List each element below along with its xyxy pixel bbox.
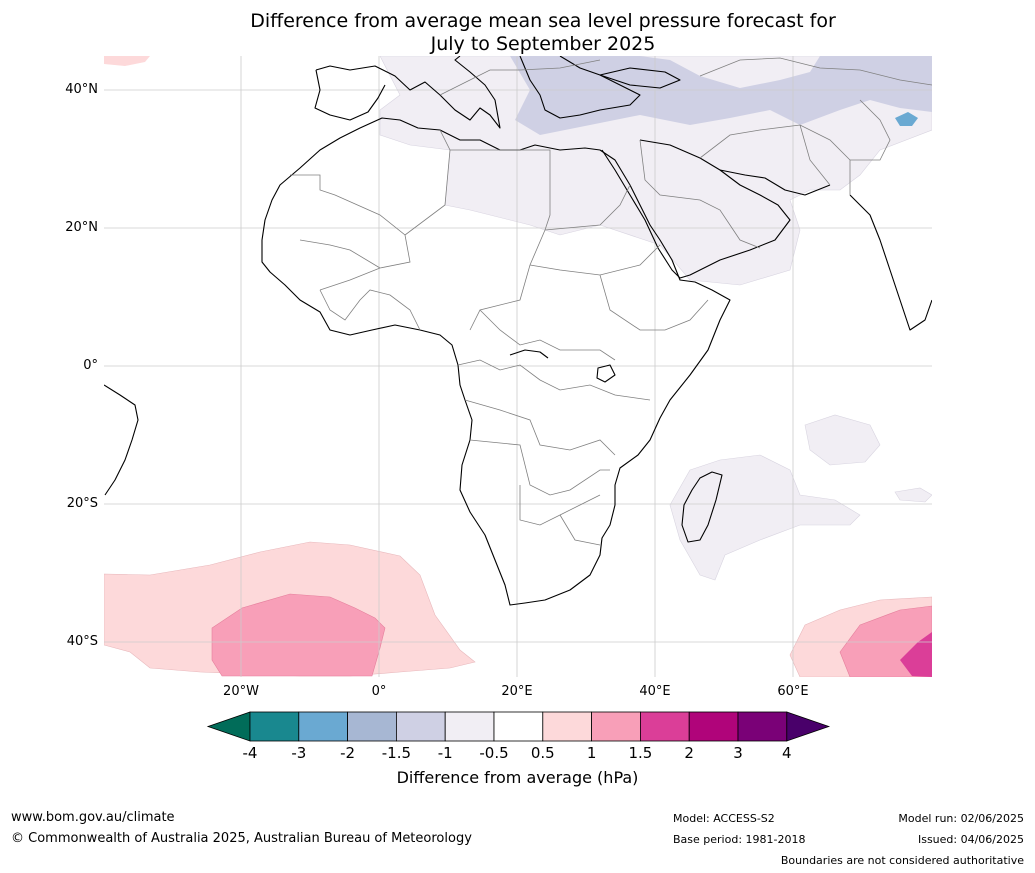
colorbar-segment: [347, 711, 397, 742]
gridlines: [104, 56, 932, 677]
lon-label-40e: 40°E: [639, 684, 671, 699]
anomaly-region-indian-ocean-pale-east: [804, 414, 881, 466]
footer-model-run: Model run: 02/06/2025: [898, 812, 1024, 825]
footer-copyright: © Commonwealth of Australia 2025, Austra…: [11, 831, 472, 846]
lat-label-equator: 0°: [83, 358, 98, 373]
colorbar-tick-label: 4: [782, 744, 792, 762]
anomaly-region-indian-ocean-pale-far: [894, 487, 932, 503]
lon-label-20e: 20°E: [501, 684, 533, 699]
footer-issued: Issued: 04/06/2025: [917, 833, 1024, 846]
colorbar-under-arrow: [206, 711, 251, 742]
anomaly-shading: [104, 56, 932, 677]
lat-label-20s: 20°S: [66, 496, 98, 511]
colorbar-over-arrow: [786, 711, 831, 742]
anomaly-region-north-lavender: [510, 56, 932, 135]
colorbar-segment: [395, 711, 446, 742]
colorbar-tick-label: 1.5: [628, 744, 653, 762]
colorbar-tick-label: 0.5: [530, 744, 555, 762]
gulf-of-guinea-islands: [509, 349, 549, 359]
colorbar-tick-label: 3: [733, 744, 743, 762]
colorbar-tick-label: -3: [291, 744, 307, 762]
red-sea-coastline: [601, 139, 791, 279]
footer-disclaimer: Boundaries are not considered authoritat…: [780, 854, 1024, 867]
colorbar-tick-label: -4: [242, 744, 258, 762]
colorbar-tick-label: -1.5: [381, 744, 412, 762]
country-borders: [290, 57, 932, 546]
colorbar-segment: [591, 711, 641, 742]
lat-label-40n: 40°N: [65, 82, 98, 97]
lon-label-60e: 60°E: [777, 684, 809, 699]
colorbar-tick-label: 2: [684, 744, 694, 762]
footer-model: Model: ACCESS-S2: [673, 812, 775, 825]
coastlines: [104, 56, 932, 606]
footer-base-period: Base period: 1981-2018: [673, 833, 806, 846]
map-title: Difference from average mean sea level p…: [0, 10, 1035, 56]
lon-label-20w: 20°W: [223, 684, 259, 699]
colorbar-segment: [249, 711, 300, 742]
colorbar-label: Difference from average (hPa): [396, 768, 639, 787]
colorbar-segment: [298, 711, 348, 742]
colorbar-segment: [542, 711, 592, 742]
footer-website: www.bom.gov.au/climate: [11, 810, 175, 825]
lat-label-40s: 40°S: [66, 634, 98, 649]
anomaly-region-indian-ocean-pale: [669, 454, 861, 581]
colorbar-segment: [688, 711, 739, 742]
title-line-1: Difference from average mean sea level p…: [250, 10, 836, 32]
africa-coastline: [261, 117, 731, 606]
black-sea-coastline: [599, 67, 681, 89]
lat-label-20n: 20°N: [65, 220, 98, 235]
colorbar-tick-label: -0.5: [479, 744, 509, 762]
anomaly-region-pakistan-blue: [895, 112, 918, 126]
anomaly-region-northwest-pink: [104, 56, 150, 66]
colorbar: [206, 711, 831, 742]
anomaly-region-south-indian-magenta: [900, 632, 932, 677]
colorbar-segment: [640, 711, 690, 742]
colorbar-tick-label: -1: [437, 744, 453, 762]
madagascar-coastline: [681, 471, 723, 543]
persian-gulf-coastline: [719, 169, 831, 196]
colorbar-segment: [737, 711, 788, 742]
title-line-2: July to September 2025: [430, 33, 656, 55]
anomaly-region-south-atlantic-rose: [211, 593, 386, 677]
lake-victoria-coastline: [596, 364, 616, 383]
south-america-coastline: [104, 384, 139, 496]
lon-label-0: 0°: [371, 684, 387, 699]
colorbar-segment: [444, 711, 495, 742]
india-coastline: [849, 194, 932, 331]
colorbar-tick-label: -2: [340, 744, 356, 762]
iberia-coastline: [314, 69, 386, 121]
colorbar-segment: [493, 711, 544, 742]
colorbar-tick-label: 1: [586, 744, 597, 762]
